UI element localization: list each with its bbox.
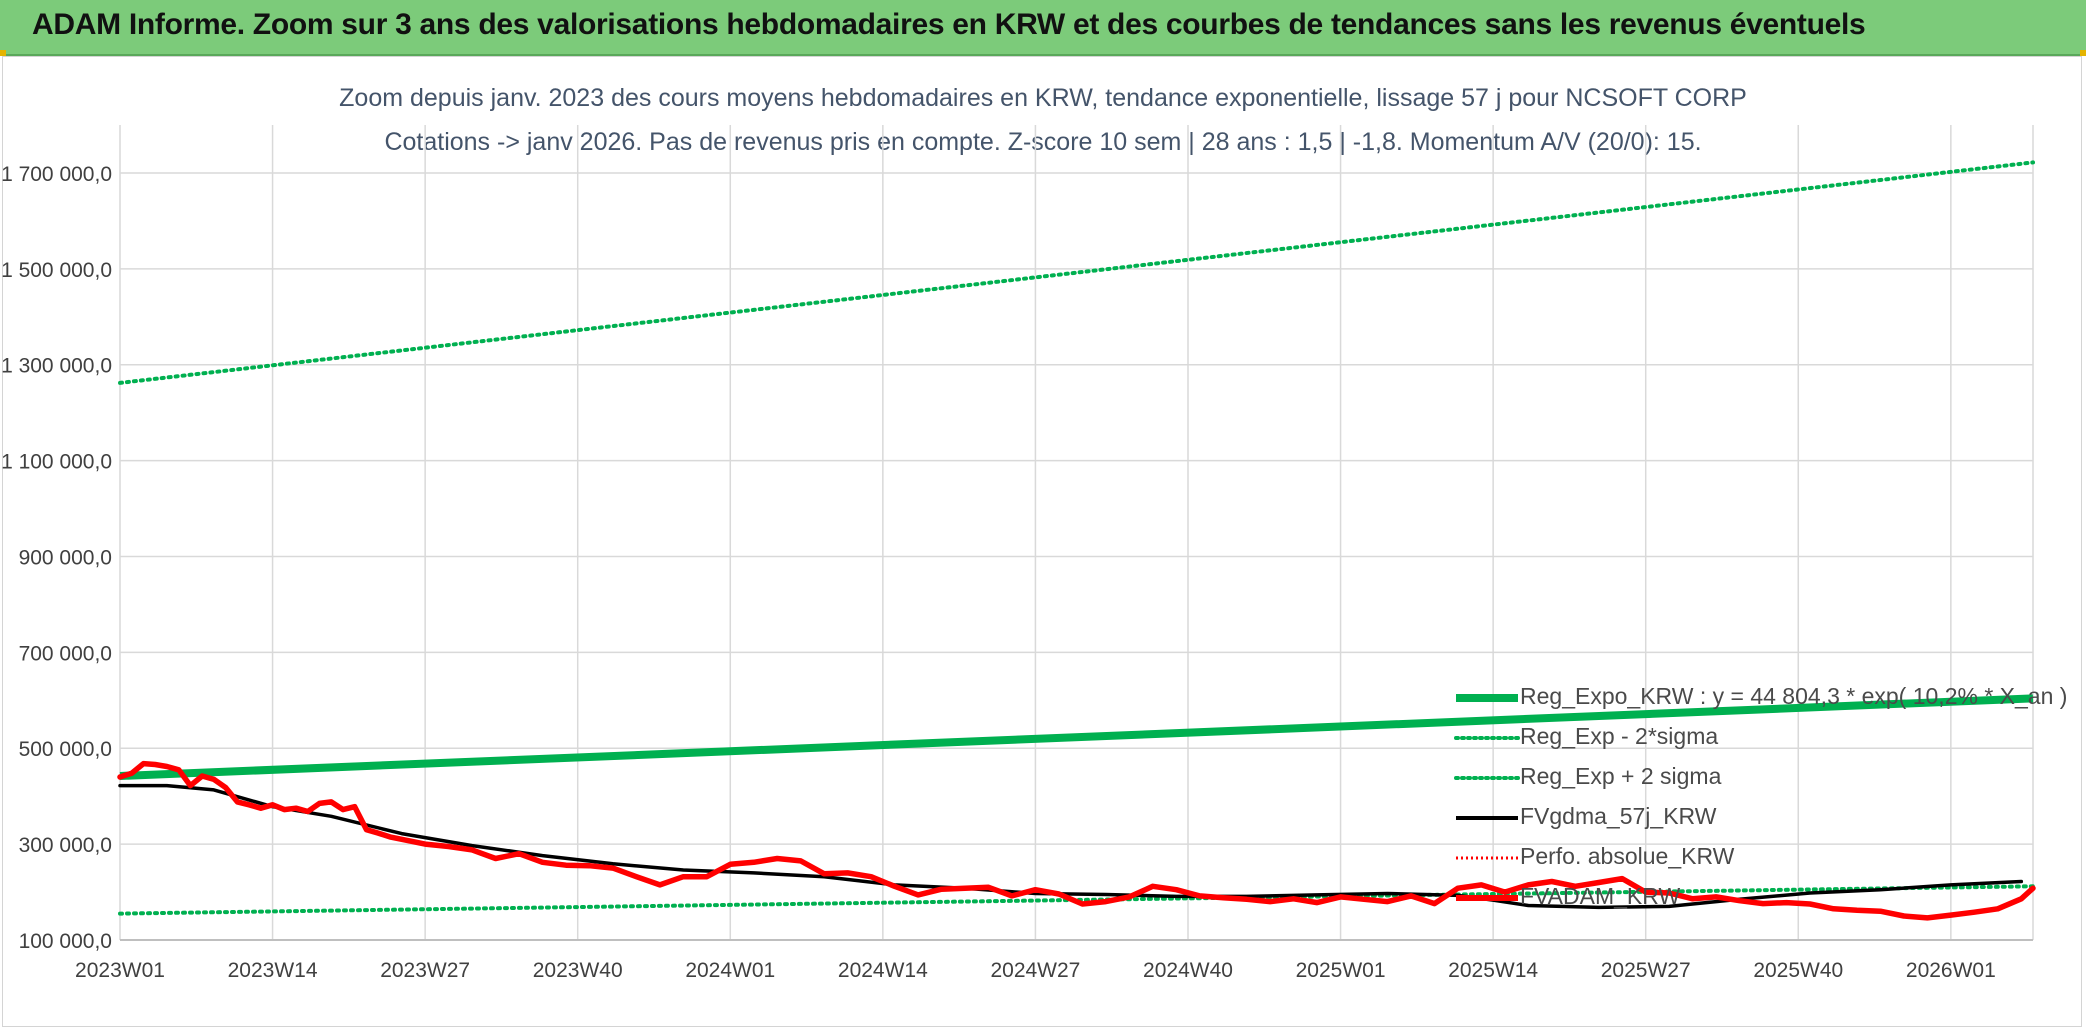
- y-tick-label: 1 700 000,0: [1, 163, 112, 186]
- x-tick-label: 2024W01: [685, 959, 775, 982]
- x-tick-label: 2024W27: [990, 959, 1080, 982]
- legend-swatch-dotted-red: [1456, 856, 1518, 860]
- x-tick-label: 2025W27: [1601, 959, 1691, 982]
- y-tick-label: 700 000,0: [19, 642, 112, 665]
- x-tick-label: 2025W01: [1296, 959, 1386, 982]
- y-tick-label: 500 000,0: [19, 738, 112, 761]
- y-tick-label: 1 100 000,0: [1, 451, 112, 474]
- legend-item-reg-minus: Reg_Exp - 2*sigma: [1450, 718, 2050, 758]
- legend-label: Reg_Exp - 2*sigma: [1520, 723, 1719, 749]
- legend-item-fvadam: FVADAM_KRW: [1450, 878, 2050, 918]
- x-tick-label: 2023W40: [533, 959, 623, 982]
- x-tick-label: 2024W14: [838, 959, 928, 982]
- corner-marker: [0, 50, 6, 56]
- legend-swatch-dotted-green: [1454, 736, 1520, 740]
- chart-frame: [2, 56, 2082, 1027]
- legend-item-fvgdma: FVgdma_57j_KRW: [1450, 798, 2050, 838]
- chart-legend: Reg_Expo_KRW : y = 44 804,3 * exp( 10,2%…: [1450, 678, 2067, 918]
- x-tick-label: 2025W40: [1753, 959, 1843, 982]
- series-fvgdma-line: [118, 783, 2024, 910]
- x-tick-label: 2023W01: [75, 959, 165, 982]
- chart-subtitle: Cotations -> janv 2026. Pas de revenus p…: [384, 128, 1702, 156]
- legend-swatch-thick-green: [1456, 694, 1518, 702]
- series-reg-expo-line: [119, 694, 2034, 780]
- y-tick-label: 1 300 000,0: [1, 355, 112, 378]
- report-title: ADAM Informe. Zoom sur 3 ans des valoris…: [32, 8, 1866, 41]
- y-tick-label: 100 000,0: [19, 930, 112, 953]
- series-reg-minus-2sigma-line: [118, 884, 2035, 916]
- legend-item-perfo: Perfo. absolue_KRW: [1450, 838, 2050, 878]
- series-fvadam-line: [117, 760, 2036, 921]
- series-reg-plus-2sigma-line: [118, 160, 2035, 385]
- report-title-banner: ADAM Informe. Zoom sur 3 ans des valoris…: [0, 0, 2086, 56]
- legend-label: Reg_Expo_KRW : y = 44 804,3 * exp( 10,2%…: [1520, 683, 2068, 709]
- x-tick-label: 2024W40: [1143, 959, 1233, 982]
- legend-item-reg-plus: Reg_Exp + 2 sigma: [1450, 758, 2050, 798]
- legend-label: FVgdma_57j_KRW: [1520, 803, 1717, 829]
- x-tick-label: 2023W27: [380, 959, 470, 982]
- legend-swatch-black: [1456, 816, 1518, 820]
- legend-swatch-dotted-green: [1454, 776, 1520, 780]
- legend-swatch-red: [1456, 895, 1518, 901]
- chart-title: Zoom depuis janv. 2023 des cours moyens …: [339, 84, 1747, 112]
- x-tick-label: 2023W14: [228, 959, 318, 982]
- legend-label: Perfo. absolue_KRW: [1520, 843, 1735, 869]
- y-tick-label: 1 500 000,0: [1, 259, 112, 282]
- y-tick-label: 300 000,0: [19, 834, 112, 857]
- y-tick-label: 900 000,0: [19, 546, 112, 569]
- legend-label: FVADAM_KRW: [1520, 883, 1681, 909]
- x-tick-label: 2025W14: [1448, 959, 1538, 982]
- corner-marker: [2080, 50, 2086, 56]
- legend-label: Reg_Exp + 2 sigma: [1520, 763, 1722, 789]
- legend-item-reg-expo: Reg_Expo_KRW : y = 44 804,3 * exp( 10,2%…: [1450, 678, 2067, 718]
- x-tick-label: 2026W01: [1906, 959, 1996, 982]
